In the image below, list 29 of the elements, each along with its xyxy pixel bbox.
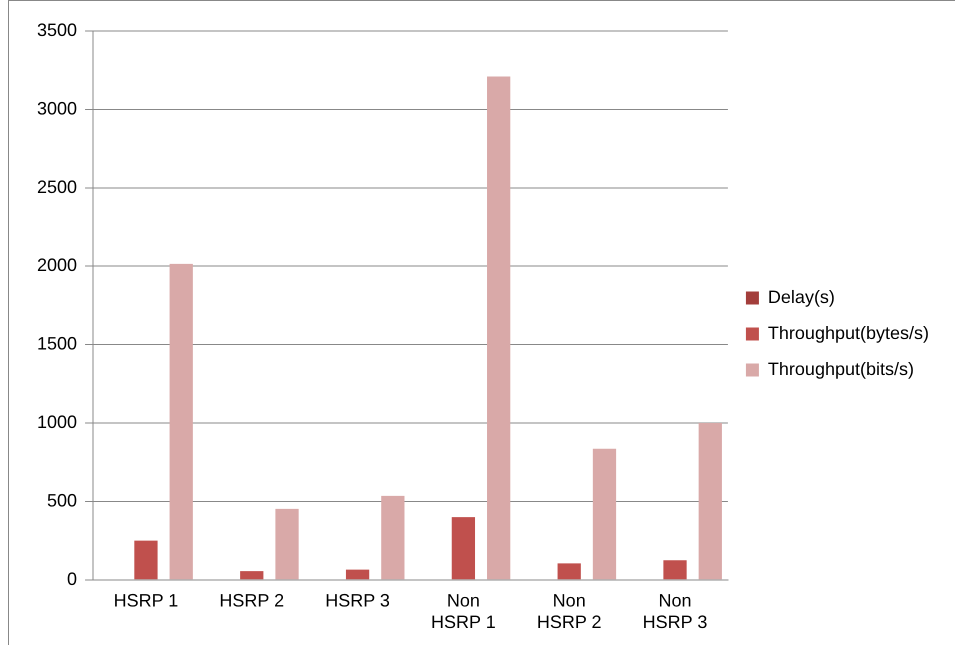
bar [487, 76, 510, 580]
bar [170, 264, 193, 580]
x-tick-label: HSRP 1 [114, 590, 178, 611]
bar [663, 560, 687, 580]
bar [240, 571, 264, 580]
y-tick-label: 500 [46, 490, 78, 510]
y-tick-label: 2000 [36, 255, 78, 276]
bar [698, 423, 722, 580]
x-tick-label: HSRP 2 [219, 590, 284, 611]
x-tick-label: Non HSRP 3 [642, 590, 708, 632]
legend-label: Delay(s) [768, 286, 835, 307]
bar [381, 496, 404, 580]
x-tick-label: Non HSRP 2 [536, 590, 602, 632]
y-tick-label: 3500 [36, 20, 78, 40]
y-tick-label: 1000 [36, 412, 78, 432]
bar [275, 508, 299, 580]
x-tick-label: HSRP 3 [325, 590, 390, 611]
y-tick-label: 2500 [36, 176, 78, 197]
bar [452, 517, 476, 580]
y-tick-label: 0 [67, 568, 78, 589]
bar [592, 448, 616, 580]
legend-label: Throughput(bytes/s) [768, 322, 929, 343]
y-tick-label: 1500 [36, 334, 78, 354]
bar [558, 563, 581, 580]
legend-label: Throughput(bits/s) [768, 358, 914, 379]
x-tick-label: Non HSRP 1 [431, 590, 496, 632]
bar [134, 540, 158, 580]
bar [346, 570, 370, 580]
y-tick-label: 3000 [36, 98, 78, 118]
